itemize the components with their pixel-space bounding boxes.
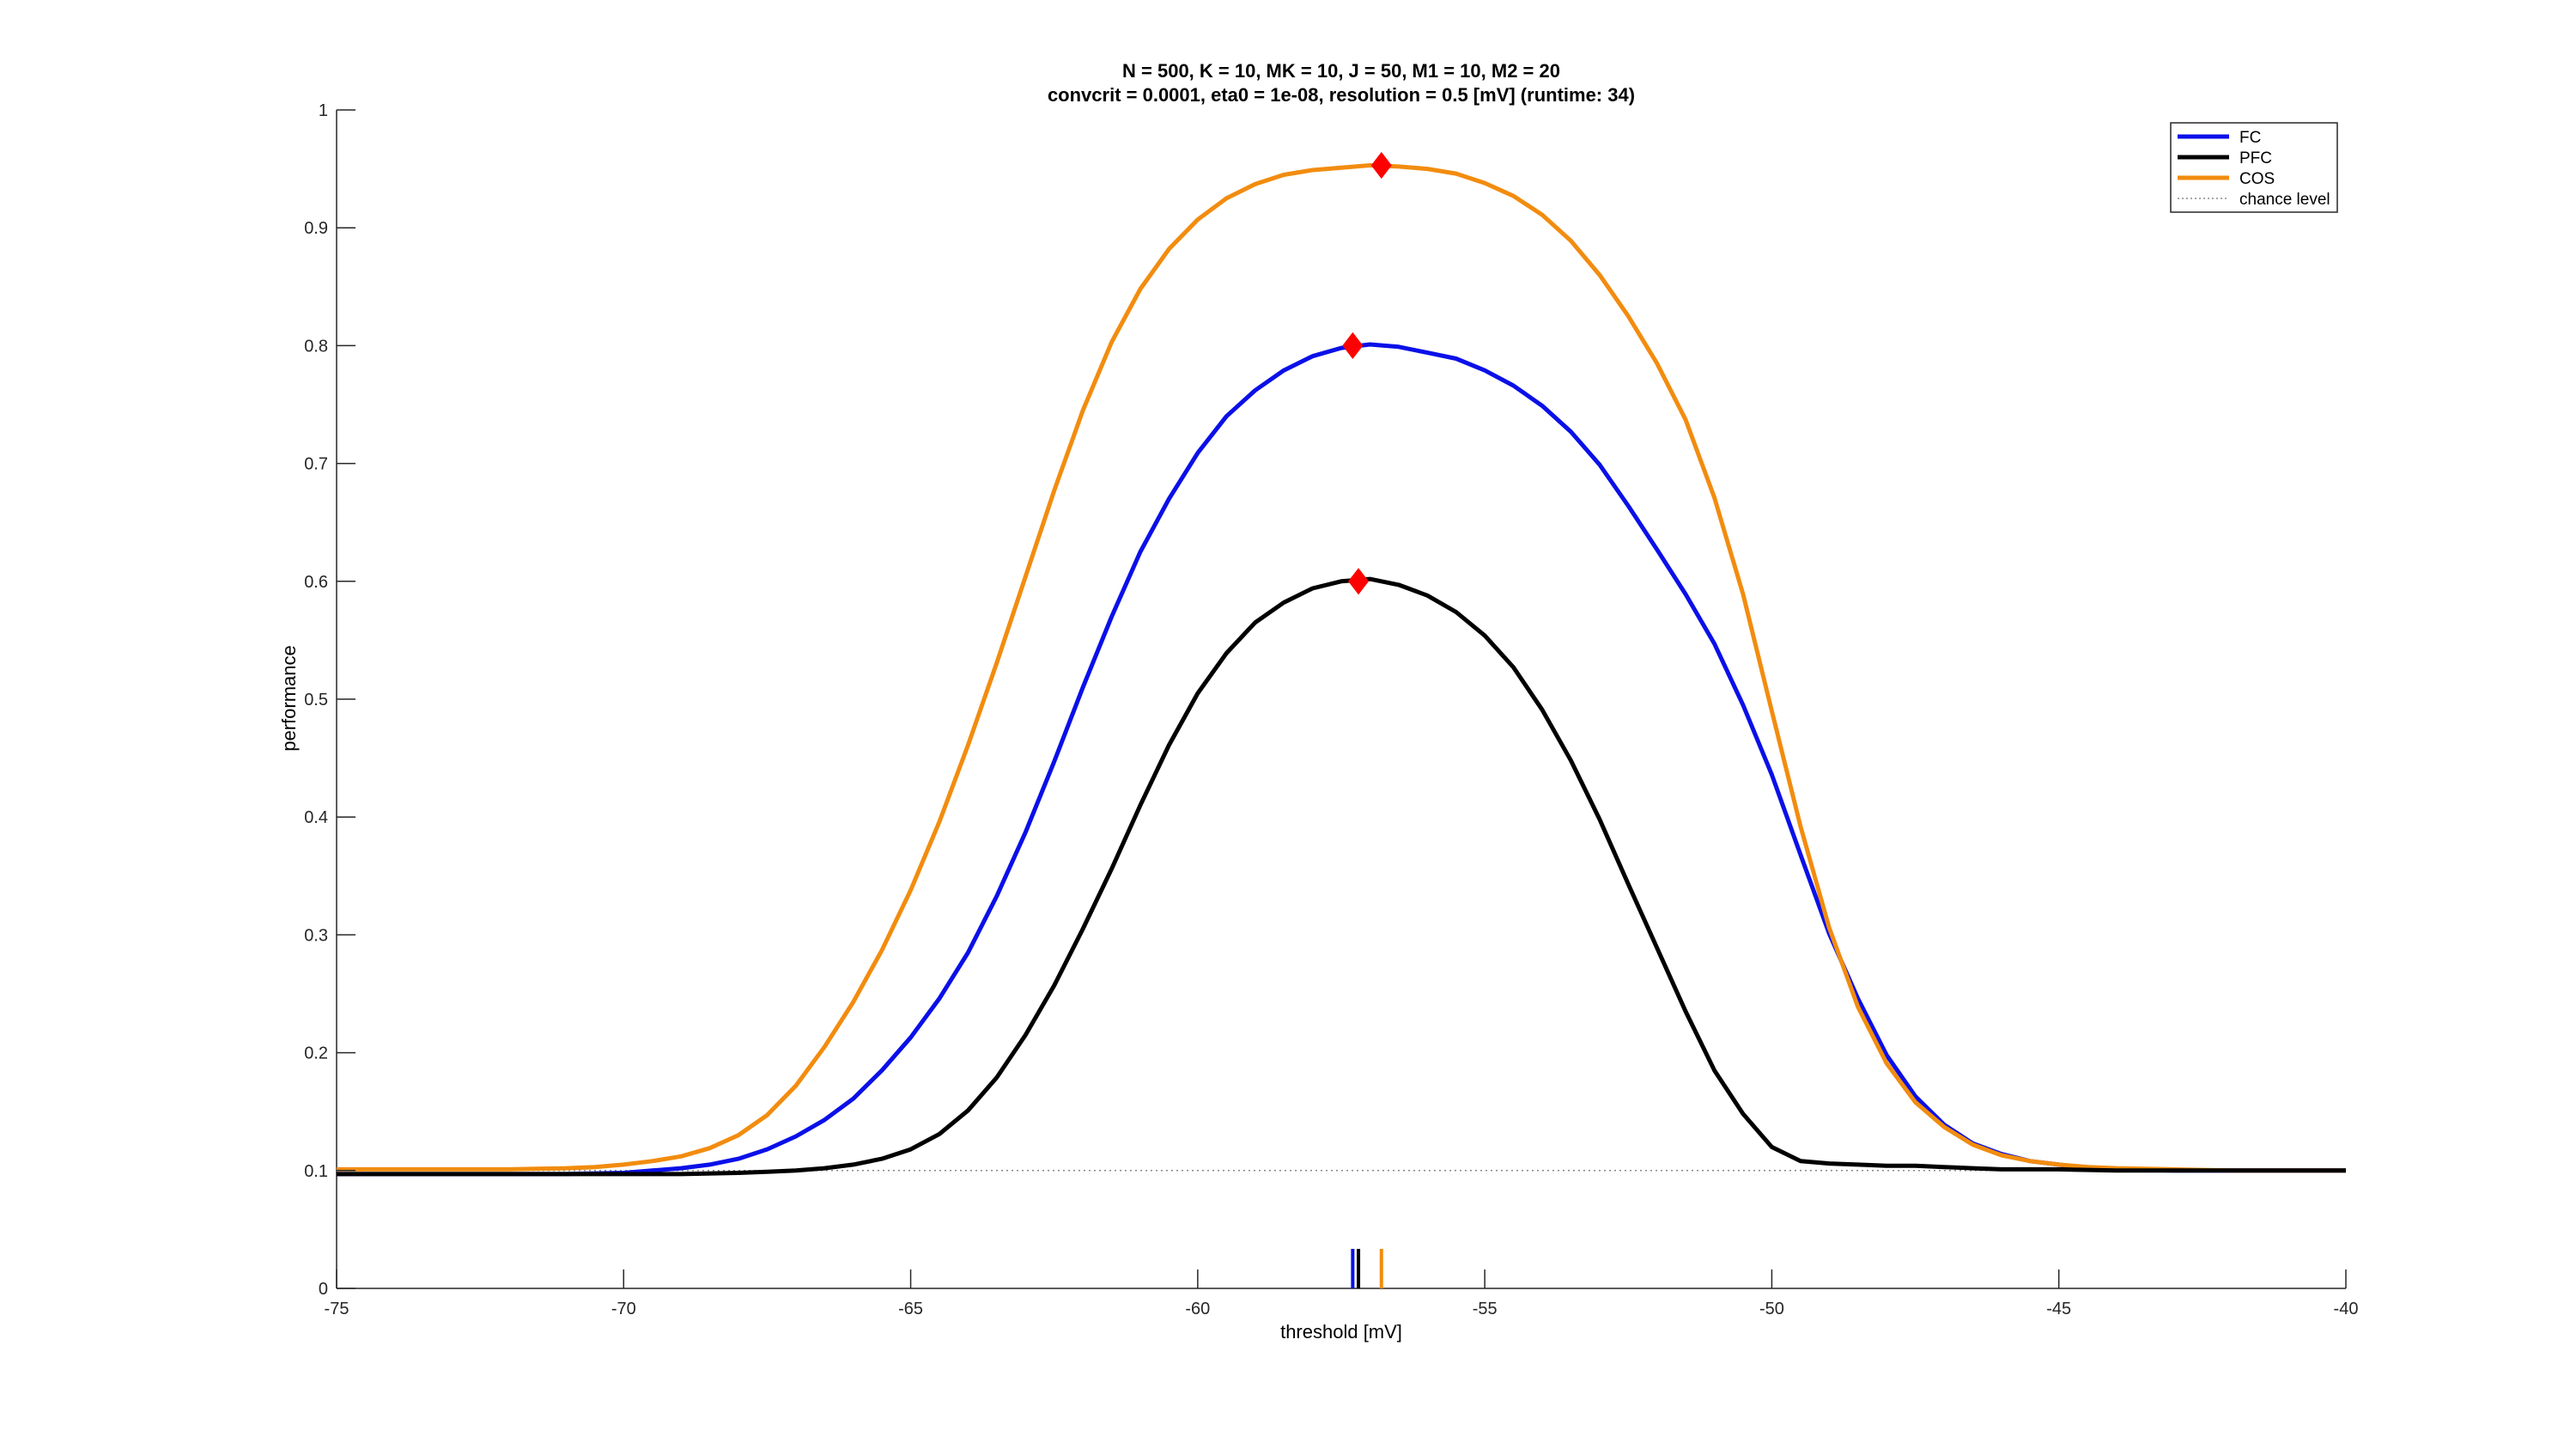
x-axis-label: threshold [mV] <box>1280 1321 1402 1343</box>
peak-marker-cos <box>1370 151 1392 180</box>
x-tick-label: -60 <box>1185 1300 1210 1318</box>
legend-label: PFC <box>2239 149 2272 167</box>
legend: FC PFC COS chance level <box>2170 122 2338 213</box>
y-tick-label: 0.8 <box>304 337 328 356</box>
peak-threshold-ticks <box>1351 1249 1383 1288</box>
x-tick-label: -50 <box>1759 1300 1784 1318</box>
y-tick-label: 1 <box>319 101 328 120</box>
y-tick-label: 0.7 <box>304 455 328 474</box>
y-tick-label: 0.1 <box>304 1162 328 1181</box>
y-tick-label: 0.4 <box>304 808 328 827</box>
x-tick-label: -75 <box>325 1300 349 1318</box>
chart-title-line-2: convcrit = 0.0001, eta0 = 1e-08, resolut… <box>1048 84 1635 106</box>
y-tick-label: 0.3 <box>304 926 328 945</box>
chart-title: N = 500, K = 10, MK = 10, J = 50, M1 = 1… <box>1048 60 1635 106</box>
series-line-cos <box>337 163 2346 1173</box>
x-axis-ticks: -75 -70 -65 -60 -55 -50 -45 -40 <box>325 1269 2359 1318</box>
x-tick-label: -55 <box>1473 1300 1498 1318</box>
y-tick-label: 0.5 <box>304 691 328 709</box>
y-tick-label: 0 <box>319 1280 328 1299</box>
y-tick-label: 0.9 <box>304 219 328 238</box>
y-axis-ticks: 0 0.1 0.2 0.3 0.4 0.5 0.6 0.7 0.8 0.9 1 <box>304 101 355 1299</box>
legend-label: chance level <box>2239 191 2330 209</box>
x-tick-label: -45 <box>2046 1300 2071 1318</box>
peak-marker-pfc <box>1348 568 1370 595</box>
peak-markers <box>1342 151 1392 595</box>
y-tick-label: 0.6 <box>304 573 328 592</box>
peak-marker-fc <box>1342 332 1364 359</box>
x-tick-label: -40 <box>2334 1300 2359 1318</box>
y-axis-label: performance <box>278 645 300 752</box>
chart-title-line-1: N = 500, K = 10, MK = 10, J = 50, M1 = 1… <box>1122 60 1560 82</box>
legend-label: COS <box>2239 170 2275 188</box>
legend-label: FC <box>2239 129 2261 147</box>
x-tick-label: -65 <box>898 1300 923 1318</box>
y-tick-label: 0.2 <box>304 1044 328 1063</box>
x-tick-label: -70 <box>611 1300 636 1318</box>
